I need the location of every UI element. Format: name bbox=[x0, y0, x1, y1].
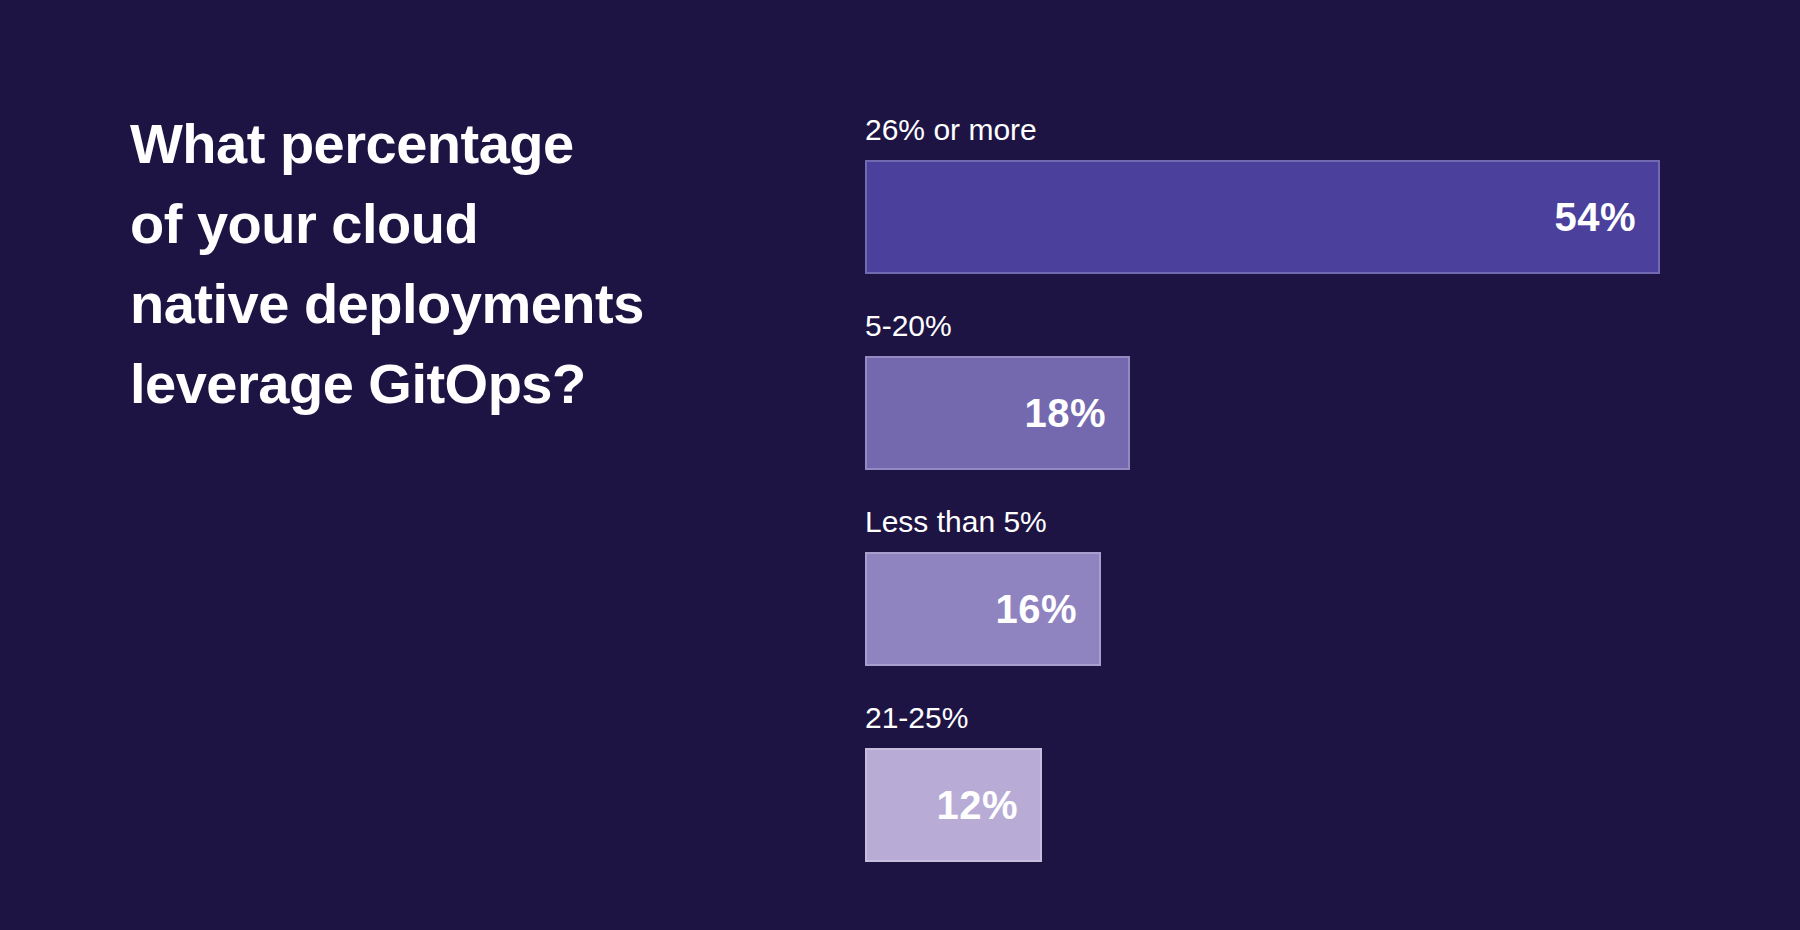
value-label: 54% bbox=[1554, 195, 1636, 240]
chart-title: What percentage of your cloud native dep… bbox=[130, 104, 790, 424]
bar-chart: 26% or more 54% 5-20% 18% Less than 5% 16% 21-… bbox=[865, 112, 1695, 862]
bar-row: Less than 5% 16% bbox=[865, 504, 1695, 666]
bar-row: 21-25% 12% bbox=[865, 700, 1695, 862]
value-label: 12% bbox=[936, 783, 1018, 828]
category-label: Less than 5% bbox=[865, 504, 1695, 540]
bar-4: 12% bbox=[865, 748, 1042, 862]
infographic-canvas: What percentage of your cloud native dep… bbox=[0, 0, 1800, 930]
chart-title-line: What percentage bbox=[130, 104, 790, 184]
bar-2: 18% bbox=[865, 356, 1130, 470]
bar-3: 16% bbox=[865, 552, 1101, 666]
bar-row: 26% or more 54% bbox=[865, 112, 1695, 274]
chart-title-line: leverage GitOps? bbox=[130, 344, 790, 424]
bar-1: 54% bbox=[865, 160, 1660, 274]
bar-row: 5-20% 18% bbox=[865, 308, 1695, 470]
chart-title-line: of your cloud bbox=[130, 184, 790, 264]
category-label: 26% or more bbox=[865, 112, 1695, 148]
chart-title-line: native deployments bbox=[130, 264, 790, 344]
value-label: 18% bbox=[1024, 391, 1106, 436]
value-label: 16% bbox=[995, 587, 1077, 632]
category-label: 21-25% bbox=[865, 700, 1695, 736]
category-label: 5-20% bbox=[865, 308, 1695, 344]
